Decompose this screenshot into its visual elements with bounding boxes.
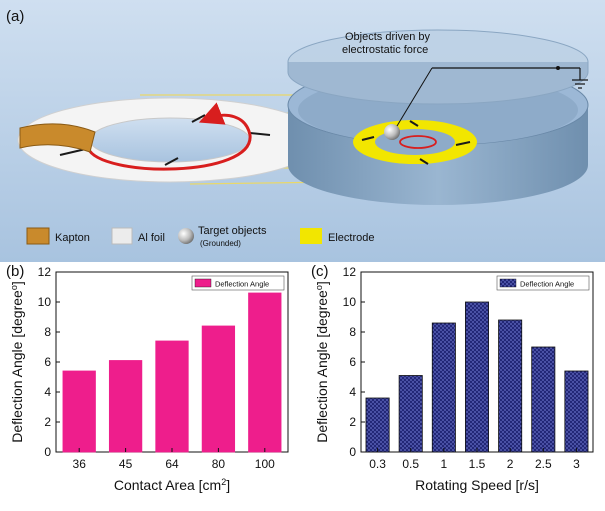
chart-b-ytick-label: 2	[44, 415, 51, 429]
chart-c-x-axis-label-text: Rotating Speed [r/s]	[415, 477, 539, 493]
chart-c-svg: (c) 0 2 4 6 8 10 12 0.3 0.5 1 1.5 2 2.5 3 Rotating Spee…	[311, 263, 594, 493]
chart-b-bar	[155, 340, 189, 453]
chart-b-ytick-label: 0	[44, 445, 51, 459]
kapton-swatch	[26, 227, 50, 245]
chart-c-bar	[531, 346, 556, 453]
panel-label-a: (a)	[6, 8, 25, 25]
lid-plate	[287, 29, 589, 127]
chart-c-bar	[398, 375, 423, 453]
chart-b-xtick-label: 80	[212, 457, 226, 471]
chart-b-ytick-label: 12	[38, 265, 52, 279]
chart-b-bar	[108, 360, 143, 453]
chart-rotating-speed: (c) 0 2 4 6 8 10 12 0.3 0.5 1 1.5 2 2.5 3 Rotating Spee…	[305, 262, 605, 506]
chart-c-panel-label: (c)	[311, 263, 329, 280]
chart-b-bar	[62, 370, 96, 453]
chart-c-legend-swatch	[499, 278, 517, 288]
chart-b-bar	[248, 292, 282, 453]
al-foil-swatch	[111, 227, 133, 245]
chart-c-ytick-label: 10	[343, 295, 357, 309]
chart-b-ytick-label: 4	[44, 385, 51, 399]
legend-target-label: Target objects	[198, 225, 267, 237]
legend-electrode-label: Electrode	[328, 232, 374, 244]
chart-c-legend-label: Deflection Angle	[520, 280, 574, 289]
chart-c-y-axis-label-sup: o	[314, 285, 324, 290]
chart-b-ytick-label: 8	[44, 325, 51, 339]
chart-b-y-axis-label-sup: o	[9, 285, 19, 290]
chart-b-x-axis-label-text: Contact Area [cm	[114, 477, 221, 493]
schematic-illustration: Objects driven by electrostatic force Ka…	[0, 0, 605, 262]
chart-b-panel-label: (b)	[6, 263, 24, 280]
legend-target-sublabel: (Grounded)	[200, 239, 241, 248]
chart-b-ytick-label: 10	[38, 295, 52, 309]
target-objects-swatch	[178, 228, 194, 244]
electrode-swatch	[300, 228, 322, 244]
chart-c-legend-box	[496, 275, 590, 291]
chart-c-xtick-label: 2.5	[535, 457, 552, 471]
caption-line-1: Objects driven by	[345, 31, 430, 43]
chart-b-x-axis-label: Contact Area [cm2]	[114, 477, 230, 493]
chart-c-y-axis-label: Deflection Angle [degreeo]	[314, 281, 330, 442]
chart-b-xtick-label: 100	[255, 457, 275, 471]
chart-c-xtick-label: 1	[441, 457, 448, 471]
chart-c-bar	[498, 319, 523, 453]
chart-b-ytick-label: 6	[44, 355, 51, 369]
chart-c-bar	[464, 301, 489, 453]
chart-b-xtick-label: 45	[119, 457, 133, 471]
chart-b-x-axis-label-sup: 2	[221, 477, 226, 487]
chart-c-y-axis-label-end: ]	[314, 281, 330, 285]
chart-b-legend-swatch	[194, 278, 212, 288]
chart-b-y-axis-label-end: ]	[9, 281, 25, 285]
chart-c-xtick-label: 3	[573, 457, 580, 471]
chart-c-ytick-label: 2	[349, 415, 356, 429]
chart-c-ytick-label: 12	[343, 265, 357, 279]
chart-c-xtick-label: 1.5	[469, 457, 486, 471]
chart-c-bar	[365, 397, 390, 453]
kapton-film	[19, 123, 96, 153]
chart-c-xtick-label: 2	[507, 457, 514, 471]
chart-c-ytick-label: 6	[349, 355, 356, 369]
chart-b-legend-box	[191, 275, 285, 291]
legend-al-foil-label: Al foil	[138, 232, 165, 244]
legend-kapton-label: Kapton	[55, 232, 90, 244]
chart-c-ytick-label: 4	[349, 385, 356, 399]
schematic-panel: Objects driven by electrostatic force Ka…	[0, 0, 605, 262]
chart-c-bar	[431, 322, 456, 453]
chart-c-ytick-label: 0	[349, 445, 356, 459]
chart-c-ytick-label: 8	[349, 325, 356, 339]
chart-c-x-axis-label: Rotating Speed [r/s]	[415, 477, 539, 493]
al-foil-ring	[17, 97, 323, 183]
chart-b-xtick-label: 36	[73, 457, 87, 471]
chart-b-bar	[201, 325, 236, 453]
chart-b-y-axis-label-text: Deflection Angle [degree	[9, 290, 25, 443]
chart-b-xtick-label: 64	[165, 457, 179, 471]
caption-line-2: electrostatic force	[342, 44, 428, 56]
chart-b-y-axis-label: Deflection Angle [degreeo]	[9, 281, 25, 442]
schematic-legend: Kapton Al foil Target objects (Grounded)…	[26, 225, 374, 248]
chart-c-xtick-label: 0.5	[402, 457, 419, 471]
chart-b-x-axis-label-end: ]	[226, 477, 230, 493]
chart-b-legend-label: Deflection Angle	[215, 280, 269, 289]
target-object	[384, 124, 400, 140]
chart-contact-area: (b) 0 2 4 6 8 10 12 36 45 64 80 100 Contact Area [cm2…	[0, 262, 300, 506]
chart-c-xtick-label: 0.3	[369, 457, 386, 471]
chart-c-bar	[564, 370, 589, 453]
chart-c-y-axis-label-text: Deflection Angle [degree	[314, 290, 330, 443]
